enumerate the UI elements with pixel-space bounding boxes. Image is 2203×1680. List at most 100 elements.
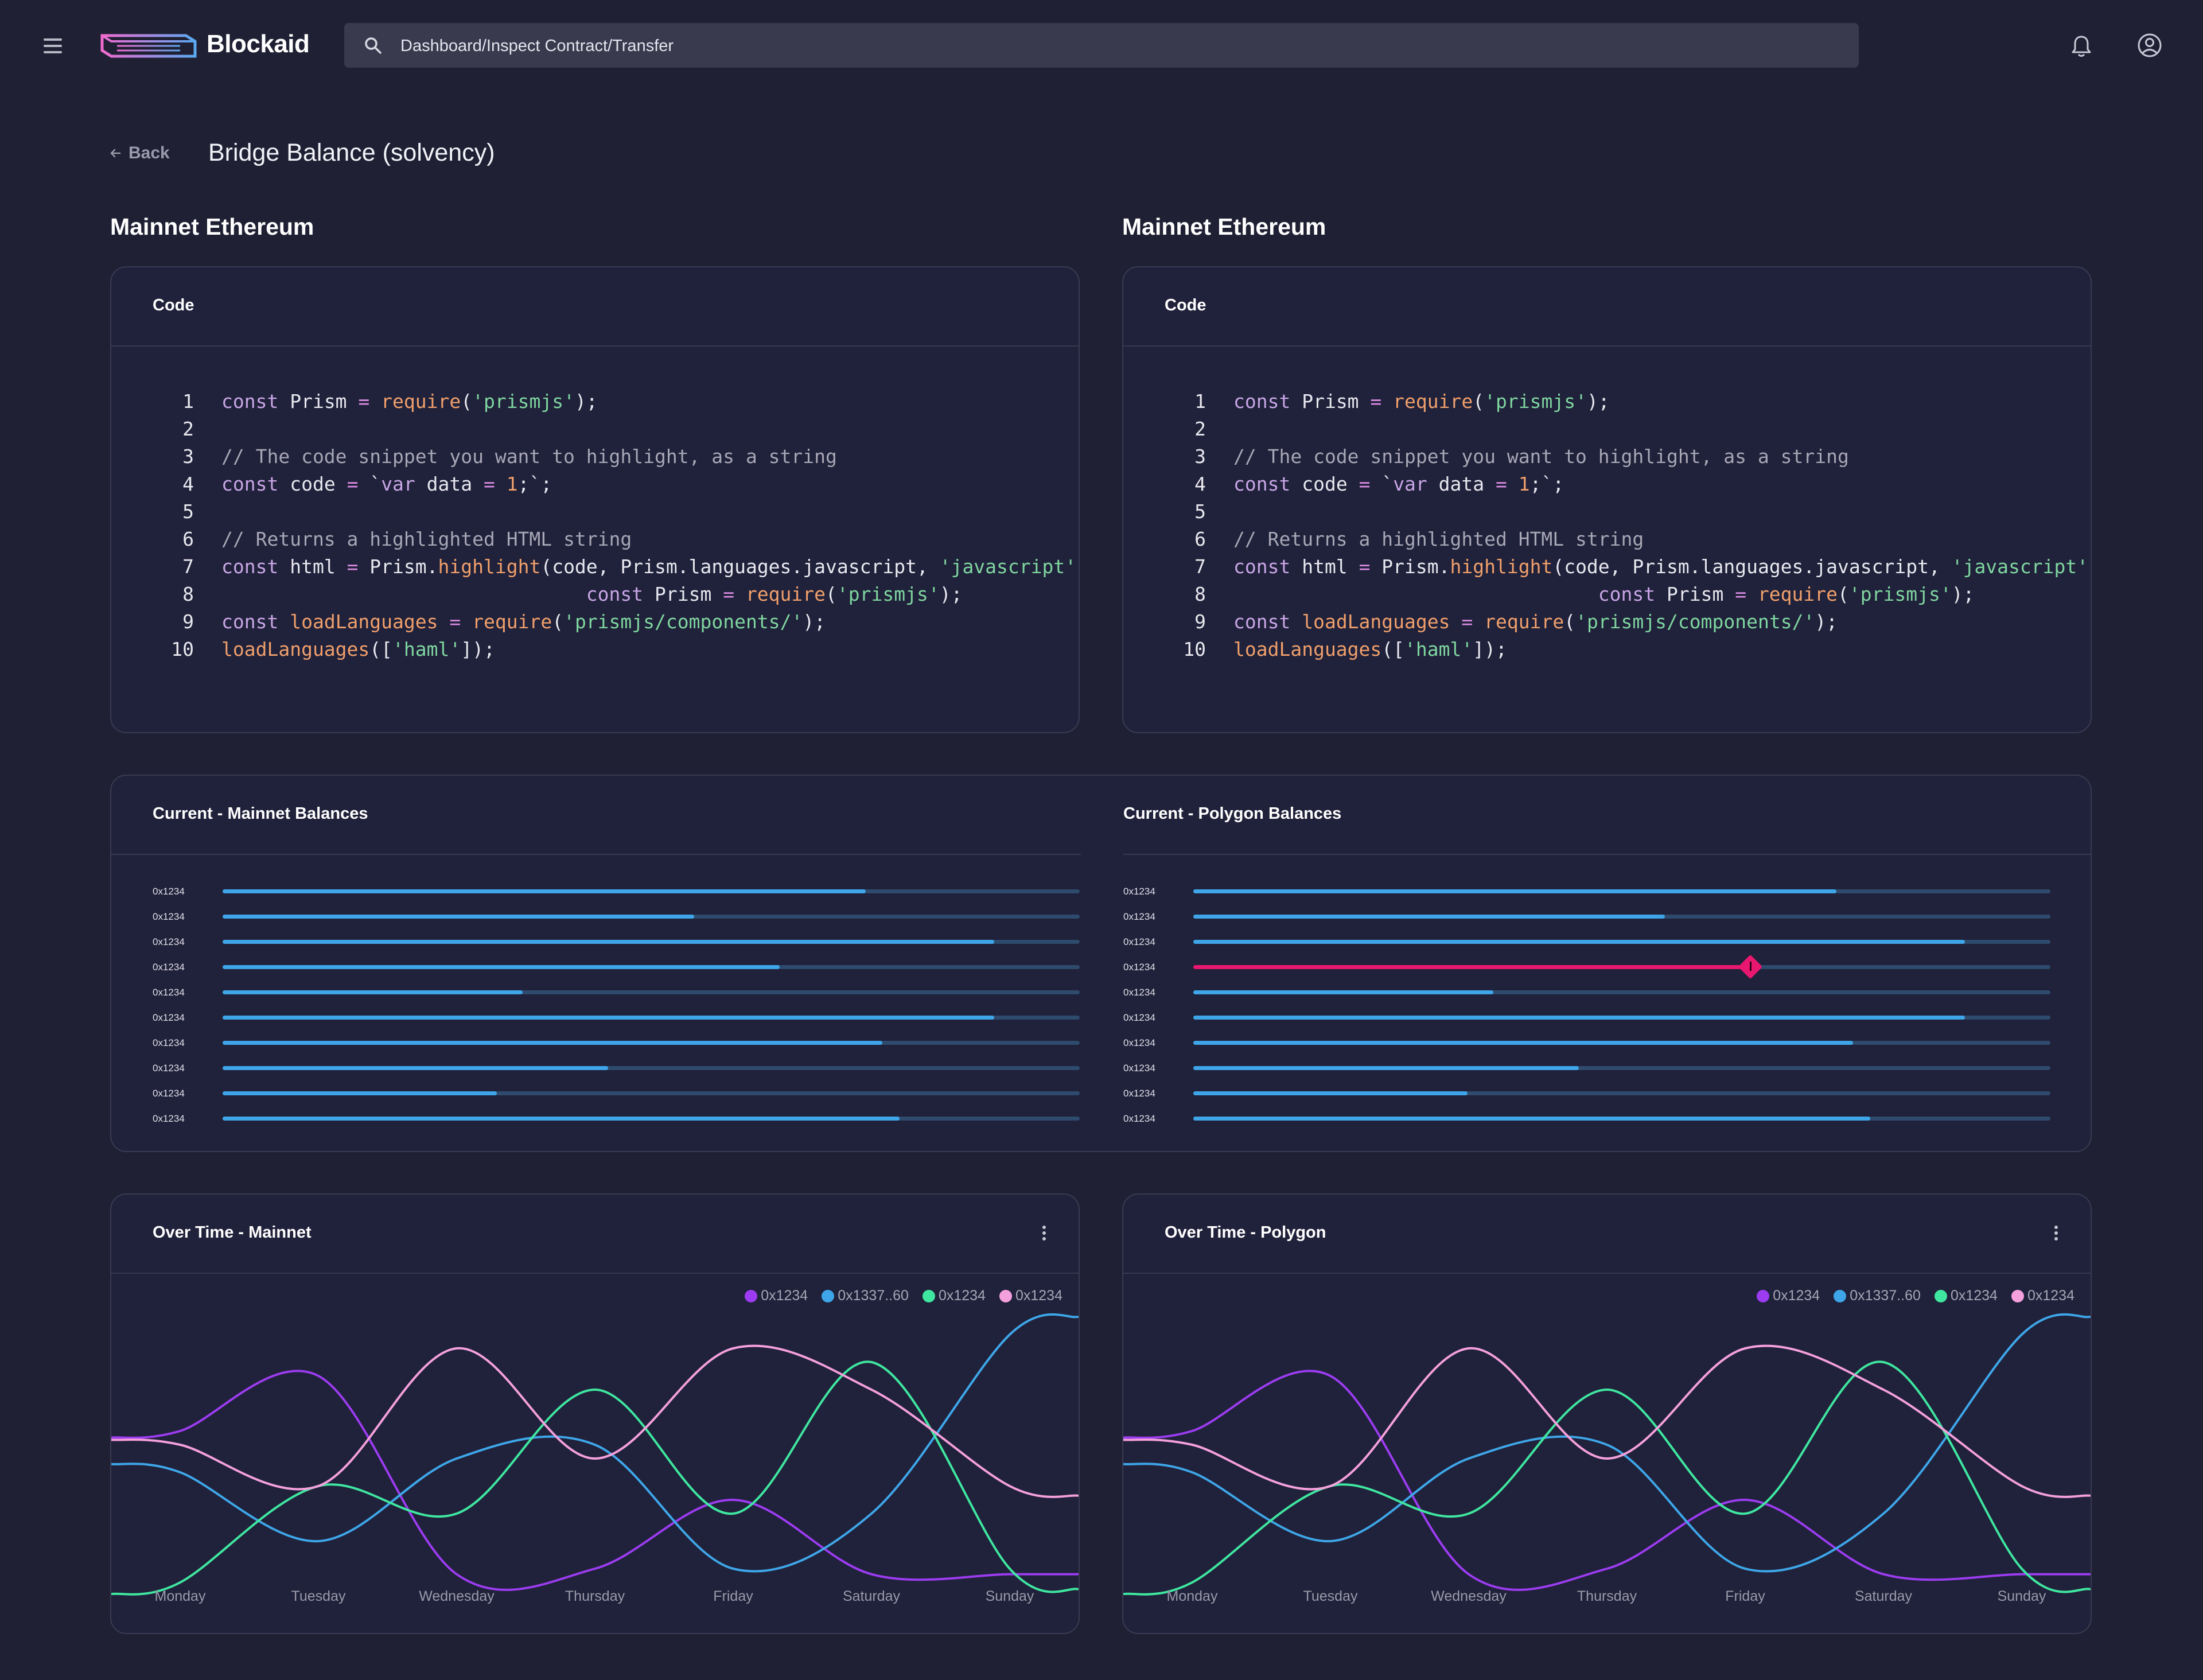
legend-item[interactable]: 0x1234 [2011,1288,2074,1304]
x-tick-label: Thursday [1577,1588,1637,1604]
mainnet-balance-bar[interactable] [223,1016,1080,1020]
mainnet-balance-label: 0x1234 [153,1113,185,1124]
polygon-balance-label: 0x1234 [1123,936,1155,947]
polygon-balance-bar[interactable] [1193,1016,2050,1020]
polygon-balance-fill [1193,940,1965,944]
legend-item[interactable]: 0x1234 [922,1288,986,1304]
more-options-icon[interactable] [2050,1223,2062,1245]
polygon-balance-bar[interactable] [1193,915,2050,919]
line-number: 6 [182,528,194,550]
user-icon[interactable] [2136,32,2163,59]
mainnet-balance-bar[interactable] [223,1041,1080,1045]
polygon-balance-label: 0x1234 [1123,962,1155,973]
x-tick-label: Wednesday [1431,1588,1507,1604]
polygon-balance-fill [1193,965,1751,969]
polygon-balance-bar[interactable] [1193,1117,2050,1121]
line-number: 7 [1194,555,1206,578]
line-number: 1 [1194,390,1206,413]
series-line [1123,1360,2091,1596]
line-number: 8 [182,583,194,605]
polygon-balance-fill [1193,1066,1579,1070]
mainnet-balance-label: 0x1234 [153,1012,185,1023]
mainnet-balance-bar[interactable] [223,889,1080,893]
legend-label: 0x1337..60 [838,1288,909,1304]
legend-item[interactable]: 0x1234 [745,1288,808,1304]
code-line: 9 const loadLanguages = require('prismjs/… [146,608,1079,636]
x-axis: Monday Tuesday Wednesday Thursday Friday Satu… [1123,1588,2091,1611]
bell-icon[interactable] [2070,33,2093,59]
polygon-balance-bar[interactable] [1193,889,2050,893]
x-tick-label: Wednesday [419,1588,495,1604]
mainnet-balance-label: 0x1234 [153,886,185,897]
mainnet-balance-fill [223,1041,883,1045]
mainnet-balance-bar[interactable] [223,940,1080,944]
chart-legend: 0x1234 0x1337..60 0x1234 0x1234 [1757,1288,2074,1304]
mainnet-balance-fill [223,990,523,994]
chart-card-polygon: Over Time - Polygon 0x1234 0x1337..60 0x12… [1122,1193,2092,1634]
polygon-balance-bar[interactable] [1193,940,2050,944]
card-header: Current - Mainnet Balances Current - Pol… [111,776,2091,855]
polygon-balance-bar[interactable] [1193,965,2050,969]
code-line: 3// The code snippet you want to highlig… [146,443,1079,470]
code-line: 3// The code snippet you want to highlig… [1158,443,2091,470]
code-line: 4 const code = `var data = 1;`; [146,470,1079,498]
card-header: Code [111,267,1079,347]
legend-item[interactable]: 0x1337..60 [1834,1288,1921,1304]
back-button[interactable]: Back [109,143,170,163]
search-input[interactable] [399,23,1836,69]
mainnet-balance-fill [223,889,866,893]
code-line: 2 [146,415,1079,443]
mainnet-balance-bar[interactable] [223,965,1080,969]
legend-item[interactable]: 0x1234 [999,1288,1062,1304]
logo [100,34,197,58]
mainnet-balance-label: 0x1234 [153,962,185,973]
mainnet-balance-bar[interactable] [223,990,1080,994]
mainnet-balance-bar[interactable] [223,915,1080,919]
menu-icon[interactable] [40,33,65,59]
line-number: 5 [182,500,194,523]
series-line [111,1313,1079,1573]
legend-dot-icon [922,1289,935,1302]
x-tick-label: Sunday [985,1588,1034,1604]
legend-dot-icon [1834,1289,1847,1302]
code-line: 6// Returns a highlighted HTML string [1158,526,2091,553]
legend-dot-icon [822,1289,835,1302]
line-number: 6 [1194,528,1206,550]
polygon-balance-bar[interactable] [1193,990,2050,994]
brand-name: Blockaid [207,30,310,58]
more-options-icon[interactable] [1038,1223,1050,1245]
line-number: 9 [1194,610,1206,633]
legend-label: 0x1234 [1950,1288,1998,1304]
legend-dot-icon [999,1289,1012,1302]
mainnet-balance-fill [223,940,994,944]
card-header: Over Time - Mainnet [111,1195,1079,1274]
code-line: 5 [1158,498,2091,526]
mainnet-balance-bar[interactable] [223,1117,1080,1121]
line-number: 3 [182,445,194,468]
mainnet-balance-bar[interactable] [223,1091,1080,1095]
mainnet-balance-bar[interactable] [223,1066,1080,1070]
polygon-balance-bar[interactable] [1193,1041,2050,1045]
line-number: 10 [1183,638,1206,660]
code-line: 4 const code = `var data = 1;`; [1158,470,2091,498]
mainnet-balance-label: 0x1234 [153,1088,185,1099]
alert-exclamation-icon [1749,962,1751,971]
x-tick-label: Friday [1725,1588,1765,1604]
legend-item[interactable]: 0x1234 [1757,1288,1820,1304]
back-label: Back [129,143,170,162]
x-tick-label: Thursday [565,1588,625,1604]
mainnet-balance-label: 0x1234 [153,911,185,922]
polygon-balance-bar[interactable] [1193,1091,2050,1095]
legend-label: 0x1337..60 [1850,1288,1921,1304]
search-bar[interactable] [344,23,1859,69]
line-number: 2 [1194,418,1206,440]
legend-label: 0x1234 [1015,1288,1062,1304]
code-line: 8 const Prism = require('prismjs'); [146,581,1079,608]
code-line: 2 [1158,415,2091,443]
series-line [111,1344,1079,1498]
code-line: 1 const Prism = require('prismjs'); [1158,388,2091,415]
mainnet-balance-fill [223,1117,900,1121]
legend-item[interactable]: 0x1234 [1934,1288,1998,1304]
polygon-balance-bar[interactable] [1193,1066,2050,1070]
legend-item[interactable]: 0x1337..60 [822,1288,909,1304]
